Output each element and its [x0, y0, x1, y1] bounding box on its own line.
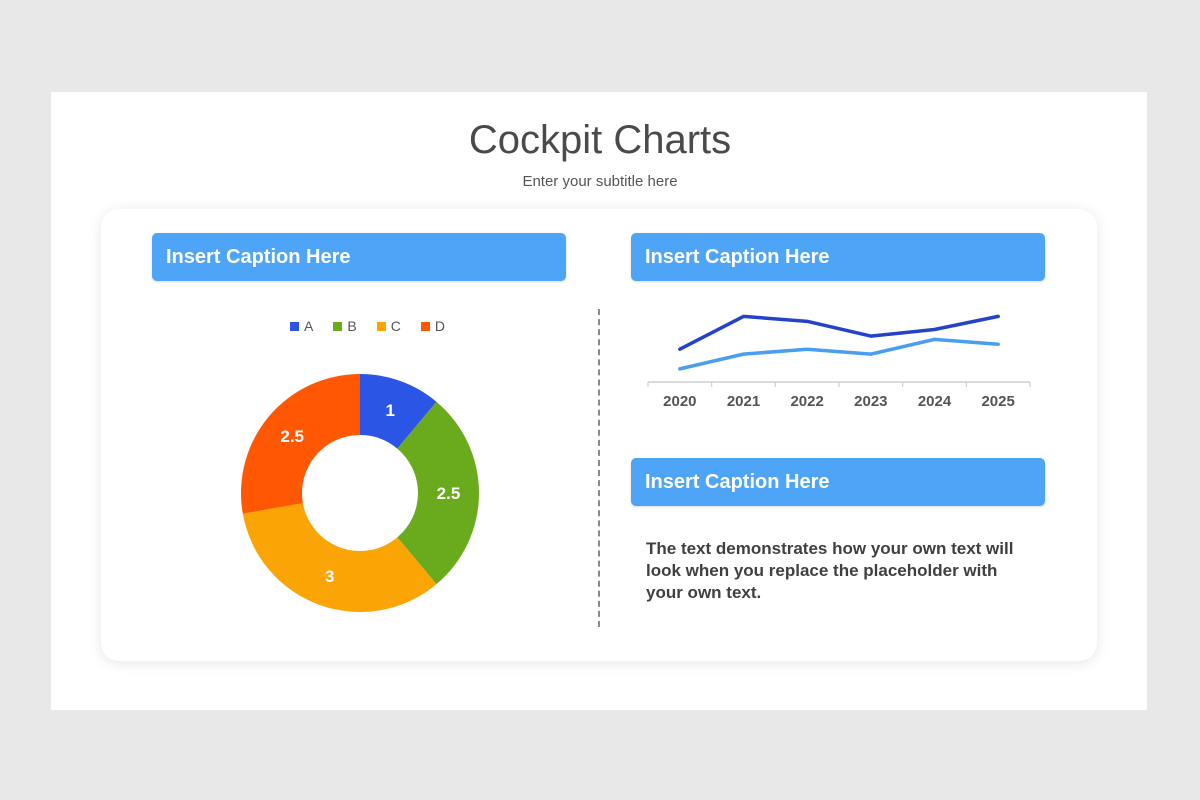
body-text: The text demonstrates how your own text … — [646, 539, 1014, 602]
donut-chart: 1 2.5 3 2.5 — [241, 374, 479, 612]
legend-item-b: B — [333, 318, 357, 334]
donut-slice-a — [360, 374, 437, 449]
line-series-1 — [678, 314, 1000, 351]
donut-slice-d — [241, 374, 360, 514]
legend-swatch — [290, 321, 299, 331]
legend-label: C — [390, 318, 401, 334]
legend-swatch — [420, 321, 430, 331]
x-tick-label: 2021 — [727, 393, 760, 410]
x-tick-label: 2024 — [918, 393, 952, 410]
x-tick-label: 2020 — [663, 393, 696, 410]
line-series-2 — [678, 337, 1000, 371]
page-title: Cockpit Charts — [468, 118, 732, 162]
page-subtitle: Enter your subtitle here — [522, 173, 678, 190]
legend-swatch — [333, 321, 343, 331]
legend-label: A — [304, 318, 314, 334]
caption-left: Insert Caption Here — [152, 233, 566, 281]
legend-label: B — [347, 318, 357, 334]
donut-data-label: 2.5 — [280, 427, 304, 446]
x-tick-label: 2022 — [790, 393, 823, 410]
dashed-divider — [598, 309, 600, 627]
caption-right-bottom: Insert Caption Here — [631, 458, 1045, 506]
donut-legend: A B C D — [290, 316, 445, 336]
legend-item-a: A — [290, 318, 313, 334]
caption-right-top: Insert Caption Here — [631, 233, 1045, 281]
legend-swatch — [376, 321, 386, 331]
legend-label: D — [434, 318, 445, 334]
x-tick-label: 2023 — [854, 393, 887, 410]
donut-data-label: 3 — [325, 567, 334, 586]
donut-data-label: 2.5 — [437, 484, 461, 503]
legend-item-c: C — [376, 318, 401, 334]
x-tick-label: 2025 — [981, 393, 1014, 410]
donut-slice-c — [242, 503, 437, 612]
donut-slice-b — [397, 401, 479, 585]
line-chart: 2020 2021 2022 2023 2024 2025 — [647, 314, 1031, 410]
donut-data-label: 1 — [386, 401, 395, 420]
legend-item-d: D — [420, 318, 445, 334]
